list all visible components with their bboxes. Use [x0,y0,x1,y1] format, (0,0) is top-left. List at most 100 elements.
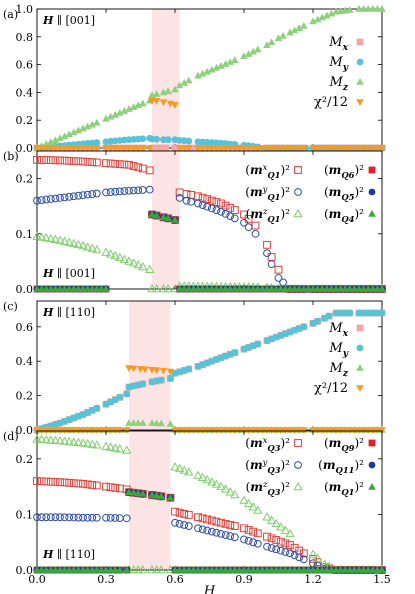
legend-label: (mzQ1)² [246,206,291,224]
data-point [145,264,155,273]
data-point [267,260,276,269]
panel-label: (a) [3,8,18,21]
data-point [73,239,84,249]
data-point [299,549,308,558]
data-point [171,216,179,223]
data-point [125,488,133,495]
data-point [164,214,172,222]
data-point [164,136,172,144]
data-point [102,159,110,168]
data-point [111,514,120,522]
data-point [226,532,235,540]
data-point [179,465,189,474]
field-label: H ∥ [001] [42,267,95,280]
data-point [116,566,124,573]
x-axis-label: H [203,584,216,594]
data-point [147,283,157,293]
data-point [171,507,179,516]
legend-marker [356,78,364,85]
data-point [33,513,41,522]
data-point [239,495,249,504]
data-point [346,309,354,317]
data-point [105,249,116,258]
data-point [102,285,110,292]
data-point [194,524,202,533]
data-point [281,548,290,556]
y-tick-label: 0.6 [16,59,34,72]
data-point [65,513,74,522]
data-point [152,97,161,105]
data-point [138,261,148,271]
data-point [166,493,175,501]
data-point [151,564,162,574]
data-point [87,243,97,252]
data-point [208,65,216,73]
data-point [180,509,189,518]
legend-label: χ²/12 [314,95,348,110]
data-point [148,144,156,152]
data-point [87,439,97,448]
y-tick-label: 1.0 [16,3,34,16]
data-point [79,191,87,200]
data-point [73,437,84,447]
data-point [60,478,69,487]
data-point [37,196,46,205]
data-point [33,155,41,164]
legend-marker [356,385,364,392]
data-point [184,511,193,519]
data-point [59,436,70,445]
data-point [170,462,180,471]
data-point [139,380,147,388]
data-point [82,242,93,251]
data-point [83,513,92,522]
data-point [263,532,271,541]
data-point [318,13,326,21]
data-point [151,283,162,293]
data-point [83,190,92,199]
legend-marker [293,481,303,491]
y-tick-label: 0.2 [16,453,34,466]
data-point [276,537,285,546]
data-point [197,472,208,482]
data-point [83,480,92,489]
data-point [194,513,202,522]
data-point [240,218,248,227]
data-point [207,477,217,486]
data-point [138,186,147,194]
data-point [32,434,42,443]
data-point [145,185,154,194]
data-point [254,45,262,53]
data-point [185,145,193,152]
data-point [231,56,239,63]
data-point [207,196,216,205]
data-point [56,513,64,522]
data-point [79,124,87,132]
data-point [111,483,120,492]
data-point [133,260,143,269]
data-point [153,144,160,152]
data-point [240,52,248,60]
data-point [267,38,276,46]
data-point [300,145,308,152]
data-point [120,187,129,195]
data-point [36,434,47,443]
y-tick-label: 0.0 [16,283,34,296]
data-point [171,102,179,109]
data-point [106,513,115,522]
data-point [42,156,51,164]
data-point [92,513,101,522]
data-point [134,163,143,172]
data-point [276,546,285,555]
legend: Mx My Mz χ²/12 [314,35,364,110]
data-point [36,232,47,241]
data-point [93,118,101,126]
data-point [82,438,93,448]
data-point [249,47,257,55]
data-point [122,445,132,454]
data-point [153,135,161,143]
legend-label: Mx [328,35,348,53]
x-tick-label: 0.6 [166,573,184,586]
data-point [203,515,212,524]
data-point [139,419,147,426]
plot-frame [36,300,383,431]
